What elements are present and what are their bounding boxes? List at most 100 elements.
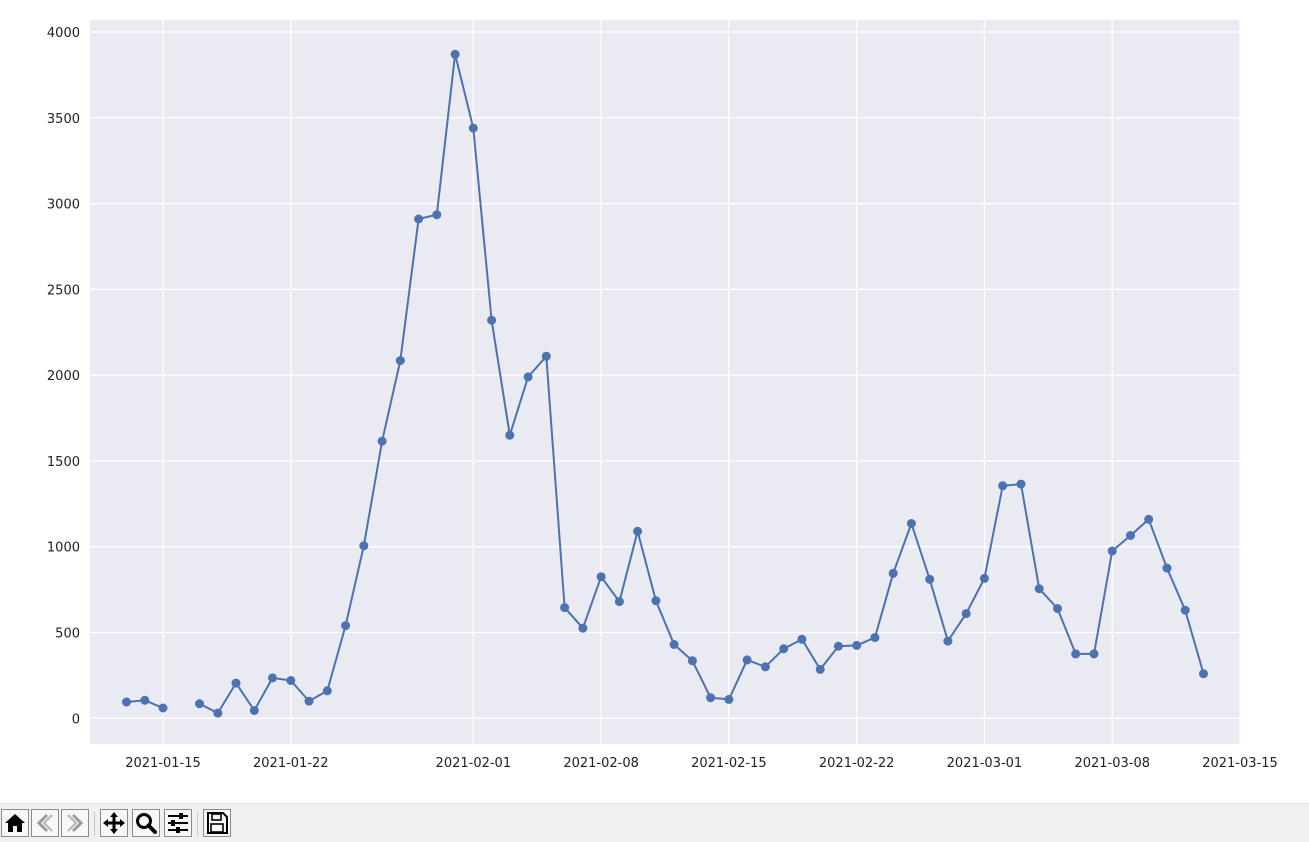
- x-tick-label: 2021-01-15: [125, 756, 201, 771]
- data-point: [450, 49, 460, 59]
- sliders-icon: [168, 813, 188, 833]
- configure-subplots-button[interactable]: [164, 809, 192, 837]
- data-point: [669, 640, 679, 649]
- data-point: [815, 664, 825, 674]
- y-tick-label: 3500: [47, 112, 80, 127]
- data-point: [833, 641, 843, 651]
- zoom-button[interactable]: [132, 809, 160, 837]
- navigation-toolbar: [0, 803, 1309, 842]
- data-point: [268, 673, 277, 683]
- x-tick-label: 2021-03-01: [947, 756, 1023, 771]
- y-tick-label: 2500: [47, 283, 80, 298]
- data-point: [195, 699, 204, 709]
- data-point: [578, 623, 588, 633]
- data-point: [304, 696, 314, 706]
- y-tick-label: 500: [55, 626, 80, 641]
- move-icon: [103, 812, 125, 834]
- data-point: [979, 573, 989, 583]
- back-button[interactable]: [31, 809, 59, 837]
- data-point: [249, 706, 259, 715]
- figure: 0 500 1000 1500 2000 2500 3000 3500 4000 2021-01…: [47, 20, 1278, 771]
- data-point: [724, 694, 734, 704]
- x-tick-label: 2021-02-22: [819, 756, 895, 771]
- data-point: [523, 372, 533, 382]
- data-point: [231, 678, 241, 688]
- data-point: [1089, 649, 1099, 659]
- data-point: [1199, 669, 1208, 679]
- data-point: [286, 676, 296, 685]
- floppy-disk-icon: [207, 812, 228, 834]
- data-point: [377, 436, 387, 446]
- data-point: [596, 572, 606, 582]
- data-point: [760, 662, 770, 672]
- x-tick-label: 2021-01-22: [253, 756, 329, 771]
- data-point: [742, 655, 752, 665]
- series-line: [199, 53, 1205, 715]
- y-axis-tick-labels: 0 500 1000 1500 2000 2500 3000 3500 4000: [47, 26, 80, 727]
- data-point: [651, 596, 661, 606]
- toolbar-separator: [94, 812, 95, 836]
- data-point: [1126, 531, 1135, 540]
- data-point: [797, 634, 807, 644]
- data-point: [487, 315, 497, 325]
- home-icon: [5, 814, 25, 832]
- data-point: [1034, 584, 1044, 594]
- grid: [90, 20, 1241, 744]
- data-point: [1107, 546, 1117, 556]
- x-tick-label: 2021-02-08: [563, 756, 639, 771]
- data-point: [614, 597, 624, 607]
- magnifier-icon: [136, 813, 157, 834]
- x-axis-tick-labels: 2021-01-15 2021-01-22 2021-02-01 2021-02-08…: [125, 756, 1278, 771]
- line-chart: 0 500 1000 1500 2000 2500 3000 3500 4000 2021-01…: [47, 20, 1278, 771]
- data-point: [140, 695, 150, 705]
- y-tick-label: 4000: [47, 26, 80, 41]
- data-point: [925, 574, 935, 584]
- data-point: [1180, 605, 1190, 615]
- data-point: [633, 526, 643, 536]
- data-point: [888, 568, 898, 578]
- x-tick-label: 2021-03-15: [1202, 756, 1278, 771]
- data-point: [414, 214, 424, 224]
- data-point: [1016, 479, 1026, 489]
- data-point: [1162, 563, 1172, 573]
- x-tick-label: 2021-03-08: [1074, 756, 1150, 771]
- x-tick-label: 2021-02-15: [691, 756, 767, 771]
- y-tick-label: 2000: [47, 369, 80, 384]
- data-point: [505, 430, 515, 440]
- data-point: [359, 541, 369, 551]
- home-button[interactable]: [1, 809, 29, 837]
- data-point: [468, 123, 478, 133]
- data-point: [158, 703, 168, 713]
- data-point: [852, 640, 862, 650]
- arrow-left-icon: [36, 813, 53, 833]
- data-point: [122, 697, 131, 707]
- data-point: [560, 603, 570, 613]
- arrow-right-icon: [67, 813, 84, 833]
- data-point: [1144, 514, 1154, 524]
- forward-button[interactable]: [61, 809, 89, 837]
- x-tick-label: 2021-02-01: [436, 756, 512, 771]
- data-point: [706, 693, 716, 703]
- data-point: [961, 609, 971, 619]
- data-point: [432, 210, 442, 220]
- data-point: [1053, 604, 1062, 613]
- data-point: [998, 481, 1008, 491]
- data-point: [906, 519, 916, 528]
- save-button[interactable]: [203, 809, 231, 837]
- pan-button[interactable]: [100, 809, 128, 837]
- data-point: [687, 656, 697, 666]
- data-point: [1071, 649, 1081, 659]
- y-tick-label: 1500: [47, 455, 80, 470]
- data-point: [541, 351, 551, 361]
- y-tick-label: 3000: [47, 198, 80, 213]
- data-point: [870, 633, 880, 643]
- data-point: [779, 644, 789, 654]
- data-point: [395, 356, 405, 366]
- series-group: [122, 49, 1208, 718]
- data-point: [213, 708, 223, 718]
- data-point: [341, 621, 351, 631]
- toolbar-separator: [197, 812, 198, 836]
- y-tick-label: 1000: [47, 541, 80, 556]
- data-point: [322, 686, 332, 696]
- data-point: [943, 636, 953, 646]
